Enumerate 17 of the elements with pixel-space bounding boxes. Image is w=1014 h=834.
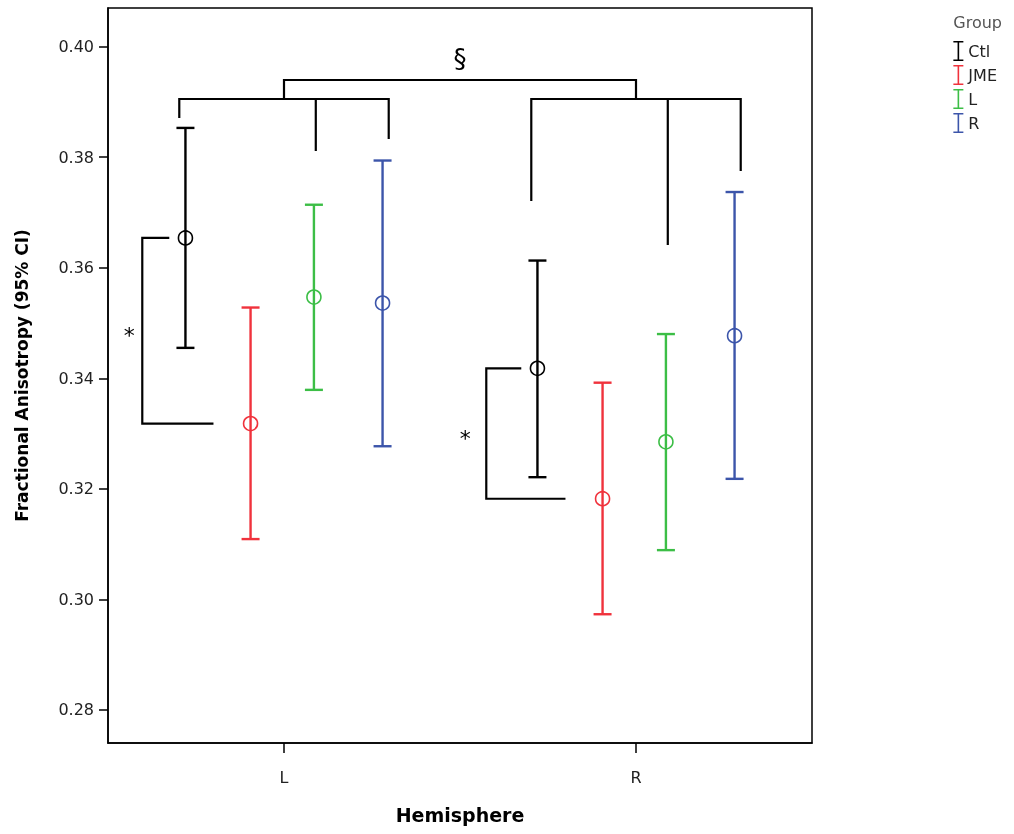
legend-label: R — [968, 113, 980, 133]
y-tick-label: 0.30 — [58, 589, 94, 609]
legend-label: Ctl — [968, 41, 991, 61]
annotation: * — [459, 425, 471, 451]
y-tick-label: 0.28 — [58, 700, 94, 720]
y-tick-label: 0.40 — [58, 37, 94, 57]
legend-label: L — [968, 89, 978, 109]
legend-title: Group — [953, 12, 1003, 32]
y-tick-label: 0.34 — [58, 368, 94, 388]
x-axis-title: Hemisphere — [395, 803, 525, 826]
legend-label: JME — [967, 65, 998, 85]
y-tick-label: 0.38 — [58, 147, 94, 167]
annotation: * — [123, 322, 135, 348]
y-tick-label: 0.32 — [58, 479, 94, 499]
annotation: § — [453, 44, 467, 74]
y-tick-label: 0.36 — [58, 258, 94, 278]
y-axis-title: Fractional Anisotropy (95% CI) — [11, 229, 32, 522]
